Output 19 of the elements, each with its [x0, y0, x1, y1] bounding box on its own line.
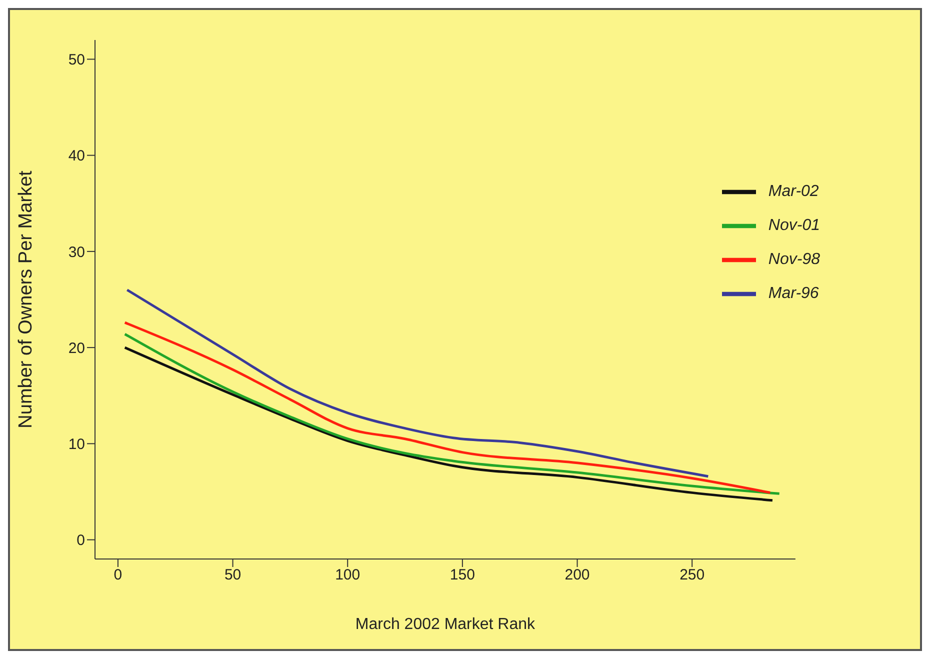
x-tick-label: 50 — [224, 566, 242, 584]
x-tick-label: 0 — [114, 566, 122, 584]
y-tick-label: 0 — [76, 532, 85, 550]
legend-label: Nov-98 — [768, 251, 820, 268]
legend-label: Mar-02 — [768, 183, 819, 200]
x-axis-title: March 2002 Market Rank — [355, 616, 536, 633]
x-tick-label: 200 — [564, 566, 590, 584]
x-tick-label: 250 — [680, 566, 705, 584]
y-tick-label: 10 — [68, 436, 85, 453]
line-series — [126, 288, 710, 478]
x-tick-label: 150 — [450, 566, 475, 584]
x-tick-label: 100 — [335, 566, 360, 584]
y-axis-title: Number of Owners Per Market — [16, 170, 37, 428]
y-tick-label: 20 — [68, 340, 85, 357]
y-tick-label: 40 — [68, 148, 85, 165]
y-tick-label: 50 — [68, 52, 85, 69]
legend-label: Mar-96 — [768, 285, 819, 302]
legend-label: Nov-01 — [768, 217, 820, 234]
y-tick-label: 30 — [68, 244, 85, 261]
